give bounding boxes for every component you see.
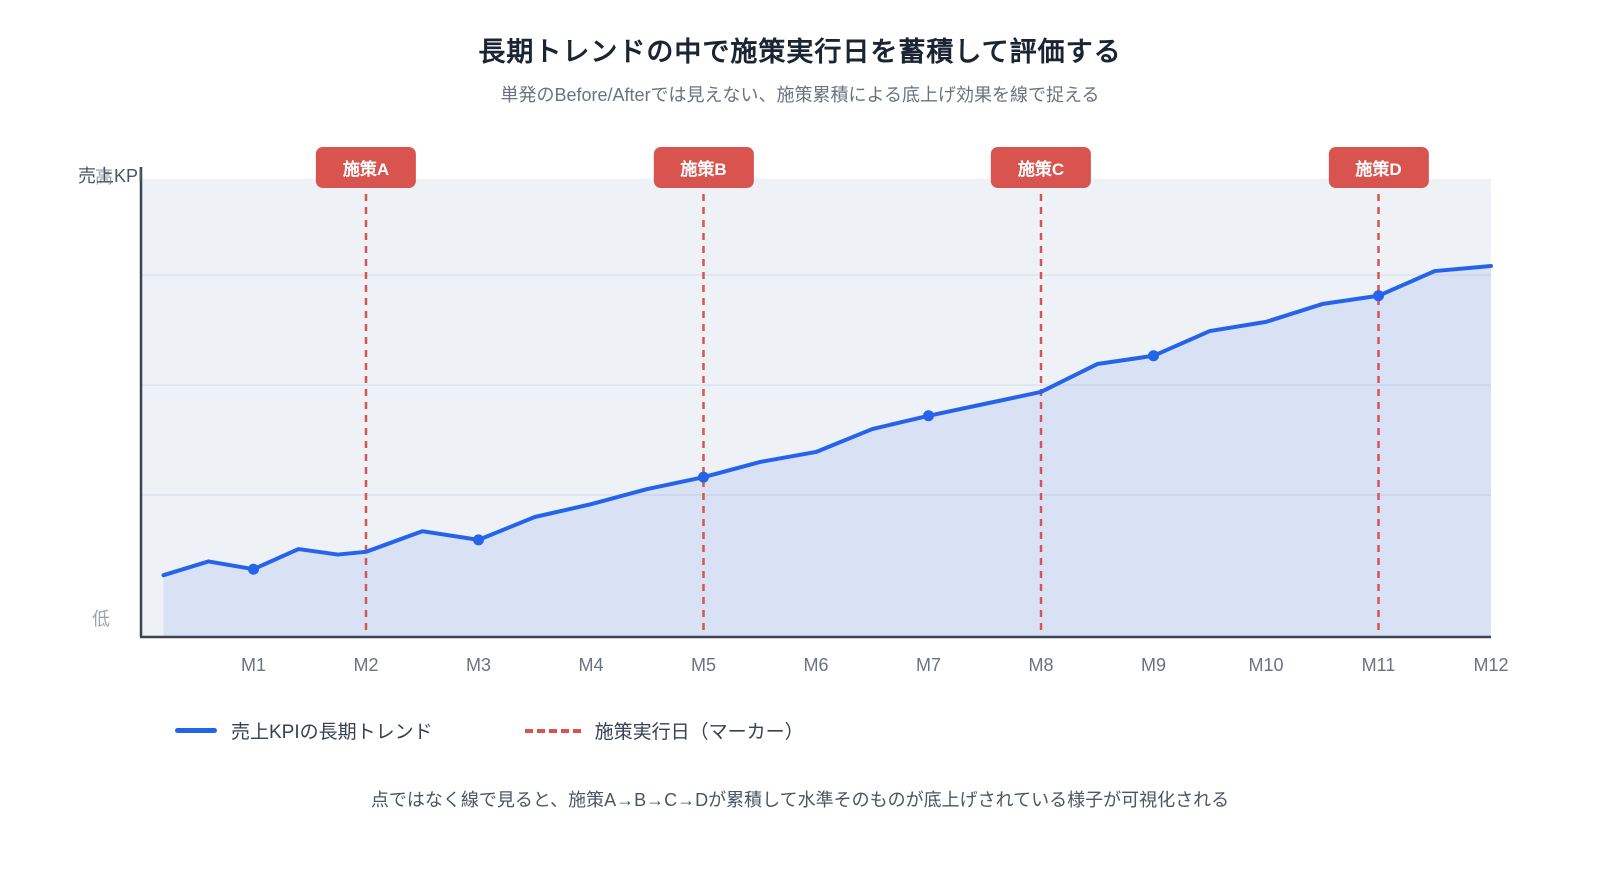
chart-canvas: M1 M2 M3 M4 M5 M6 M7 M8 M9 M10 M11 M12 bbox=[139, 167, 1509, 675]
page-subtitle: 単発のBefore/Afterでは見えない、施策累積による底上げ効果を線で捉える bbox=[500, 85, 1100, 105]
y-axis-title: 売上KPI bbox=[78, 166, 144, 186]
trend-line-swatch bbox=[175, 728, 217, 733]
legend-item-trend: 売上KPIの長期トレンド bbox=[175, 717, 433, 744]
intervention-dash-swatch bbox=[524, 728, 581, 733]
intervention-badge: 施策D bbox=[1328, 147, 1429, 188]
y-axis-low-label: 低 bbox=[92, 609, 110, 629]
x-tick-label: M9 bbox=[1141, 655, 1166, 675]
intervention-badge: 施策A bbox=[315, 147, 417, 188]
data-point-marker bbox=[698, 471, 709, 483]
trend-area-fill bbox=[163, 266, 1491, 637]
x-tick-label: M2 bbox=[353, 655, 378, 675]
x-tick-label: M8 bbox=[1028, 655, 1053, 675]
data-point-marker bbox=[923, 410, 934, 422]
x-tick-label: M5 bbox=[691, 655, 716, 675]
x-tick-label: M11 bbox=[1362, 655, 1396, 675]
x-tick-label: M7 bbox=[916, 655, 941, 675]
chart-legend: 売上KPIの長期トレンド 施策実行日（マーカー） bbox=[0, 717, 1600, 744]
x-tick-label: M4 bbox=[578, 655, 603, 675]
x-tick-label: M10 bbox=[1248, 655, 1283, 675]
footer-note: 点ではなく線で見ると、施策A→B→C→Dが累積して水準そのものが底上げされている… bbox=[370, 790, 1230, 810]
y-axis-high-label: 高 bbox=[95, 167, 113, 187]
x-tick-label: M6 bbox=[803, 655, 828, 675]
x-tick-label: M1 bbox=[241, 655, 266, 675]
legend-item-intervention: 施策実行日（マーカー） bbox=[524, 717, 804, 744]
x-tick-label: M12 bbox=[1473, 655, 1508, 675]
data-point-marker bbox=[248, 563, 259, 575]
trend-line bbox=[161, 264, 1493, 578]
trend-chart: 高 売上KPI 低 M1 M2 M3 M4 M5 M6 M7 M8 M9 M10 M11 M12 施策… bbox=[0, 139, 1600, 695]
data-point-marker bbox=[1148, 350, 1159, 362]
x-tick-label: M3 bbox=[466, 655, 491, 675]
legend-label-trend: 売上KPIの長期トレンド bbox=[231, 722, 433, 743]
intervention-badge: 施策C bbox=[990, 147, 1092, 188]
data-point-marker bbox=[473, 534, 484, 546]
intervention-badge: 施策B bbox=[653, 147, 754, 188]
data-point-marker bbox=[1373, 290, 1384, 302]
legend-label-intervention: 施策実行日（マーカー） bbox=[594, 722, 804, 743]
page-title: 長期トレンドの中で施策実行日を蓄積して評価する bbox=[478, 37, 1122, 67]
